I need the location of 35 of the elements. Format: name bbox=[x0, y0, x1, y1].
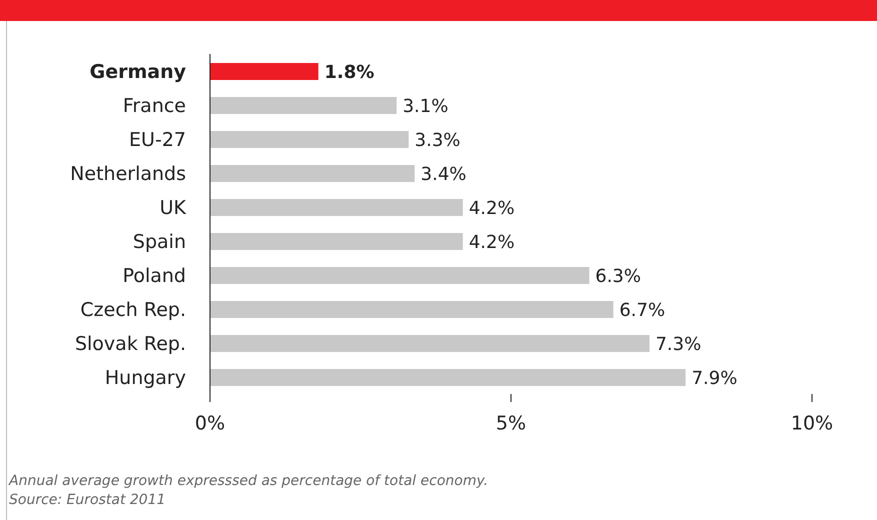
bar bbox=[210, 369, 686, 386]
bar bbox=[210, 267, 590, 284]
y-tick-label: Czech Rep. bbox=[80, 298, 186, 321]
data-label: 3.4% bbox=[420, 164, 466, 185]
data-label: 1.8% bbox=[324, 62, 374, 83]
x-tick-label: 0% bbox=[194, 412, 226, 434]
y-tick-label: UK bbox=[160, 196, 187, 219]
data-label: 7.3% bbox=[655, 334, 702, 355]
bar bbox=[210, 131, 409, 148]
y-tick-label: France bbox=[122, 94, 186, 117]
y-tick-label: Slovak Rep. bbox=[74, 332, 186, 355]
data-label: 3.1% bbox=[402, 96, 448, 117]
bar bbox=[210, 63, 318, 80]
y-tick-label: Hungary bbox=[104, 366, 186, 389]
text: Annual average growth expresssed as percentage of total economy. bbox=[9, 472, 488, 491]
data-label: 6.7% bbox=[619, 300, 666, 321]
bar bbox=[210, 97, 397, 114]
data-label: 3.3% bbox=[414, 130, 460, 151]
y-tick-label: Spain bbox=[132, 230, 186, 253]
bar bbox=[210, 301, 614, 318]
bar bbox=[210, 233, 463, 250]
y-tick-label: EU-27 bbox=[129, 128, 186, 151]
y-tick-label: Germany bbox=[90, 60, 187, 83]
data-label: 7.9% bbox=[692, 368, 738, 389]
y-tick-label: Poland bbox=[122, 264, 186, 287]
data-label: 4.2% bbox=[468, 198, 515, 219]
data-label: 6.3% bbox=[595, 266, 641, 287]
data-label: 4.2% bbox=[468, 232, 515, 253]
x-tick-label: 5% bbox=[496, 412, 526, 434]
y-tick-label: Netherlands bbox=[70, 162, 186, 185]
x-tick-label: 10% bbox=[790, 412, 834, 434]
bar bbox=[210, 199, 463, 216]
source-note: Source: Eurostat 2011 bbox=[9, 491, 167, 510]
bar bbox=[210, 335, 650, 352]
bar bbox=[210, 165, 415, 182]
